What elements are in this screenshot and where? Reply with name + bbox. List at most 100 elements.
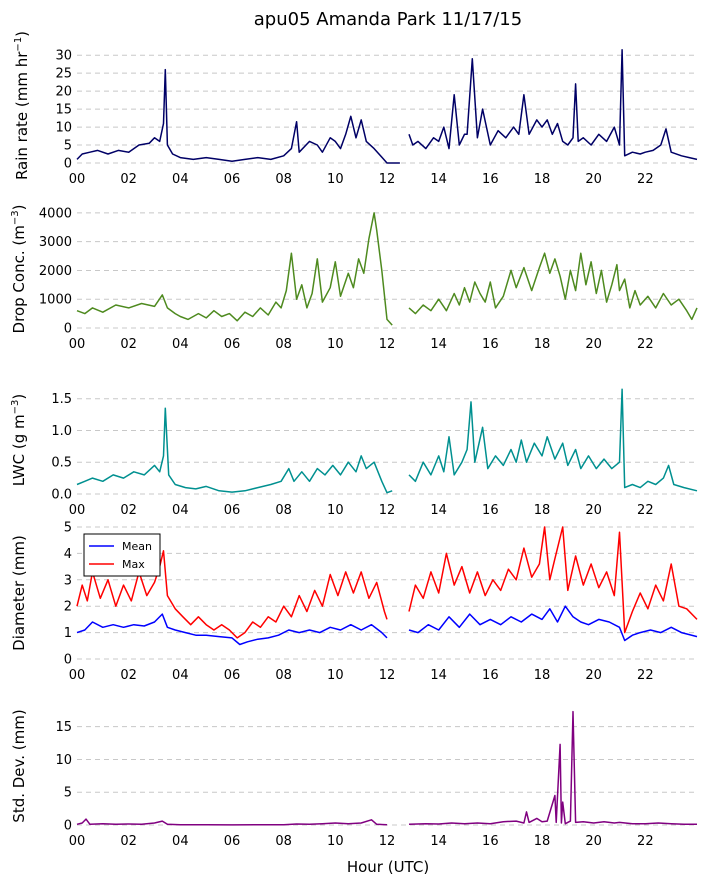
x-tick-label: 14 <box>430 834 447 849</box>
y-tick-label: 0.5 <box>51 456 72 471</box>
y-tick-label: 15 <box>55 103 72 118</box>
y-tick-label: 20 <box>55 85 72 100</box>
series-line-mean <box>76 613 388 646</box>
x-tick-label: 06 <box>224 668 241 683</box>
x-tick-label: 14 <box>430 337 447 352</box>
legend-box <box>83 533 161 577</box>
x-tick-label: 10 <box>327 337 344 352</box>
x-tick-label: 04 <box>172 834 189 849</box>
series-line-mean <box>408 605 698 642</box>
series-line-data <box>76 818 388 826</box>
x-tick-label: 16 <box>482 668 499 683</box>
y-tick-label: 10 <box>55 753 72 768</box>
x-tick-label: 10 <box>327 172 344 187</box>
y-tick-label: 15 <box>55 720 72 735</box>
y-axis-label: Diameter (mm) <box>10 535 28 651</box>
series-line-data <box>408 252 698 321</box>
x-tick-label: 08 <box>275 668 292 683</box>
y-tick-label: 3 <box>64 573 72 588</box>
x-tick-label: 20 <box>585 337 602 352</box>
y-axis-label: LWC (g m−3) <box>10 394 28 486</box>
y-axis-label: Drop Conc. (m−3) <box>10 205 28 334</box>
series-line-data <box>408 49 698 161</box>
x-tick-label: 16 <box>482 172 499 187</box>
series-line-data <box>76 407 393 494</box>
x-tick-label: 06 <box>224 337 241 352</box>
series-line-max <box>76 550 388 639</box>
x-tick-label: 00 <box>69 668 86 683</box>
y-tick-label: 1.0 <box>51 424 72 439</box>
legend-entry: Mean <box>122 540 152 553</box>
x-tick-label: 18 <box>534 172 551 187</box>
panel-2: 0 1000 2000 3000 4000 00 02 04 06 08 10 12 14 16 18 20 2… <box>10 205 698 352</box>
x-tick-label: 22 <box>637 172 654 187</box>
y-tick-label: 0.0 <box>51 488 72 503</box>
series-line-data <box>408 710 697 826</box>
x-tick-label: 10 <box>327 668 344 683</box>
x-tick-label: 06 <box>224 503 241 518</box>
y-tick-label: 25 <box>55 67 72 82</box>
y-tick-label: 1 <box>64 626 72 641</box>
series-line-data <box>76 68 400 164</box>
x-tick-label: 18 <box>534 503 551 518</box>
x-tick-label: 20 <box>585 503 602 518</box>
x-tick-label: 08 <box>275 337 292 352</box>
x-tick-label: 04 <box>172 668 189 683</box>
y-axis-label: Std. Dev. (mm) <box>10 709 28 822</box>
y-tick-label: 5 <box>64 786 72 801</box>
x-tick-label: 00 <box>69 337 86 352</box>
x-tick-label: 02 <box>120 503 137 518</box>
x-tick-label: 02 <box>120 668 137 683</box>
x-tick-label: 12 <box>379 668 396 683</box>
x-tick-label: 00 <box>69 834 86 849</box>
x-tick-label: 02 <box>120 834 137 849</box>
y-tick-label: 5 <box>64 521 72 536</box>
x-tick-label: 22 <box>637 337 654 352</box>
x-tick-label: 04 <box>172 503 189 518</box>
x-tick-label: 04 <box>172 337 189 352</box>
y-tick-label: 0 <box>64 653 72 668</box>
y-tick-label: 0 <box>64 322 72 337</box>
x-tick-label: 10 <box>327 503 344 518</box>
x-tick-label: 12 <box>379 337 396 352</box>
y-tick-label: 2000 <box>39 264 72 279</box>
y-tick-label: 10 <box>55 121 72 136</box>
series-line-data <box>76 212 393 326</box>
y-tick-label: 2 <box>64 600 72 615</box>
panel-3: 0.0 0.5 1.0 1.5 00 02 04 06 08 10 12 14 16 18 20 22 LWC … <box>10 388 698 518</box>
legend-entry: Max <box>122 558 145 571</box>
y-tick-label: 0 <box>64 819 72 834</box>
x-tick-label: 22 <box>637 834 654 849</box>
x-tick-label: 08 <box>275 503 292 518</box>
y-tick-label: 4000 <box>39 206 72 221</box>
series-line-data <box>408 388 698 492</box>
y-axis-label: Rain rate (mm hr−1) <box>13 31 31 180</box>
x-tick-label: 12 <box>379 834 396 849</box>
x-tick-label: 04 <box>172 172 189 187</box>
legend: Mean Max <box>83 533 161 577</box>
x-tick-label: 14 <box>430 668 447 683</box>
x-tick-label: 22 <box>637 503 654 518</box>
x-tick-label: 08 <box>275 834 292 849</box>
x-tick-label: 06 <box>224 834 241 849</box>
series-line-max <box>408 526 698 634</box>
y-tick-label: 0 <box>64 157 72 172</box>
x-tick-label: 20 <box>585 172 602 187</box>
x-axis-label: Hour (UTC) <box>347 858 429 876</box>
chart-title: apu05 Amanda Park 11/17/15 <box>254 9 522 30</box>
y-tick-label: 1000 <box>39 293 72 308</box>
x-tick-label: 08 <box>275 172 292 187</box>
x-tick-label: 12 <box>379 172 396 187</box>
y-tick-label: 5 <box>64 139 72 154</box>
x-tick-label: 00 <box>69 172 86 187</box>
x-tick-label: 18 <box>534 834 551 849</box>
x-tick-label: 12 <box>379 503 396 518</box>
x-tick-label: 14 <box>430 503 447 518</box>
x-tick-label: 14 <box>430 172 447 187</box>
y-tick-label: 3000 <box>39 235 72 250</box>
x-tick-label: 02 <box>120 172 137 187</box>
x-tick-label: 16 <box>482 337 499 352</box>
x-tick-label: 22 <box>637 668 654 683</box>
